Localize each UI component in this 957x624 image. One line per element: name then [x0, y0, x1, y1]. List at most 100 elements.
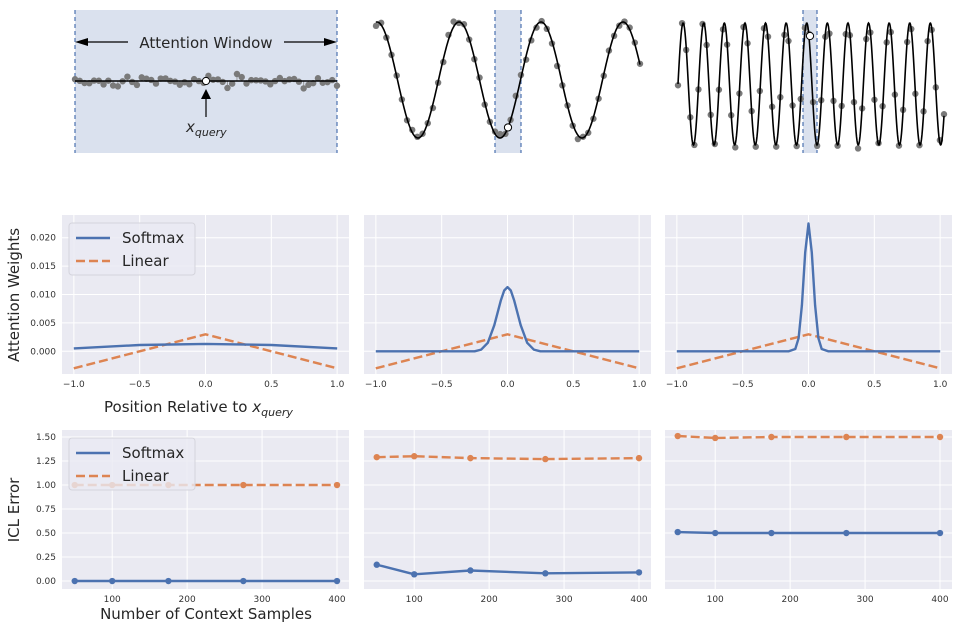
linear-point	[768, 433, 775, 441]
x-tick-label: −1.0	[666, 380, 688, 390]
attention-weights-row: −1.0 −0.5 0.0 0.5 1.0 0.000 0.005 0.010 0.015 0.0…	[30, 215, 952, 390]
x-tick-label: 300	[856, 595, 873, 605]
linear-line	[375, 333, 640, 370]
y-tick-label: 0.50	[36, 529, 56, 539]
linear-point	[674, 432, 681, 440]
softmax-point	[333, 577, 341, 585]
linear-point	[240, 481, 247, 489]
x-tick-label: 0.5	[566, 380, 580, 390]
x-tick-label: 300	[253, 595, 270, 605]
legend: Softmax Linear	[68, 437, 196, 491]
y-axis-label-attention: Attention Weights	[5, 228, 23, 362]
flat-signal-sample-point	[109, 82, 117, 89]
softmax-point	[843, 529, 850, 537]
query-point-right	[805, 31, 815, 41]
flat-signal-sample-point	[152, 80, 160, 87]
y-tick-label: 0.005	[30, 319, 56, 329]
x-tick-label: −0.5	[732, 380, 754, 390]
x-tick-label: 100	[104, 595, 121, 605]
y-tick-label: 0.015	[30, 262, 56, 272]
y-tick-label: 1.00	[36, 481, 56, 491]
x-tick-label: 300	[555, 595, 572, 605]
icl-error-panel: 100 200 300 400	[665, 430, 952, 605]
fast-sine-sample-point	[674, 82, 682, 89]
x-tick-label: 1.0	[933, 380, 948, 390]
linear-line	[676, 333, 941, 370]
flat-signal-sample-point	[157, 75, 164, 82]
flat-signal-sample-point	[186, 81, 193, 88]
x-tick-label: −0.5	[431, 380, 453, 390]
fast-sine-sample-point	[752, 143, 759, 150]
legend-box	[68, 222, 196, 276]
y-tick-label: 1.25	[36, 457, 56, 467]
query-label: xquery	[185, 118, 227, 139]
y-tick-label: 0.00	[36, 577, 56, 587]
legend: Softmax Linear	[68, 222, 196, 276]
linear-point	[467, 454, 474, 462]
softmax-line	[73, 342, 338, 350]
x-tick-label: −1.0	[365, 380, 387, 390]
fast-sine-sample-point	[773, 143, 780, 150]
softmax-point	[674, 528, 681, 536]
x-axis-label-sub: query	[261, 406, 293, 419]
x-tick-label: 1.0	[330, 380, 345, 390]
top-row-illustrations	[71, 10, 948, 153]
query-arrowhead	[201, 89, 211, 99]
query-var: x	[185, 118, 195, 136]
legend-linear-label: Linear	[122, 467, 169, 485]
y-tick-label: 1.50	[36, 433, 56, 443]
linear-line	[73, 333, 338, 370]
softmax-point	[411, 571, 418, 578]
fast-sine-curve	[677, 21, 945, 147]
query-subscript: query	[195, 126, 227, 139]
x-tick-label: 200	[481, 595, 498, 605]
x-tick-label: 0.5	[867, 380, 881, 390]
softmax-point	[712, 529, 719, 537]
x-tick-label: 0.0	[198, 380, 213, 390]
legend-box	[68, 437, 196, 491]
slow-sine-sample-point	[497, 130, 504, 138]
window-arrowhead-right	[324, 38, 337, 46]
flat-signal-sample-point	[333, 82, 341, 89]
softmax-point	[373, 561, 380, 568]
softmax-point	[240, 577, 247, 585]
query-point	[201, 76, 211, 86]
softmax-point	[109, 577, 116, 585]
query-point-mid	[503, 123, 513, 132]
softmax-point	[165, 577, 172, 585]
linear-point	[712, 434, 719, 442]
legend-linear-label: Linear	[122, 252, 169, 270]
softmax-point	[542, 570, 549, 577]
x-tick-label: 200	[782, 595, 799, 605]
y-tick-label: 0.25	[36, 553, 56, 563]
slow-sine-sample-point	[455, 19, 463, 27]
flat-signal-sample-point	[176, 81, 183, 88]
x-tick-label: 0.0	[500, 380, 515, 390]
flat-signal-sample-point	[219, 78, 226, 86]
linear-point	[635, 454, 643, 462]
slow-sine-sample-point	[460, 21, 468, 28]
flat-signal-sample-point	[229, 80, 236, 87]
flat-signal-sample-point	[267, 81, 274, 88]
attention-weights-panel: −1.0 −0.5 0.0 0.5 1.0	[364, 215, 651, 390]
icl-error-panel: 100 200 300 400 0.00 0.25 0.50 0.75 1.00 1.25 1.50…	[36, 430, 349, 605]
fast-sine-sample-point	[940, 111, 948, 118]
slow-sine-sample-point	[372, 22, 380, 30]
linear-point	[333, 481, 341, 489]
flat-signal-sample-point	[233, 70, 241, 78]
linear-point	[411, 453, 418, 460]
softmax-point	[635, 569, 643, 576]
flat-signal-sample-point	[133, 81, 141, 89]
flat-signal-sample-point	[300, 85, 307, 92]
softmax-point	[936, 529, 944, 537]
icl-error-panel: 100 200 300 400	[364, 430, 651, 605]
x-tick-label: −0.5	[129, 380, 151, 390]
icl-error-row: 100 200 300 400 0.00 0.25 0.50 0.75 1.00 1.25 1.50…	[36, 430, 952, 605]
x-tick-label: −1.0	[63, 380, 85, 390]
x-tick-label: 1.0	[632, 380, 647, 390]
flat-signal-sample-point	[238, 73, 245, 81]
flat-signal-sample-point	[162, 75, 169, 82]
linear-point	[373, 453, 380, 461]
x-tick-label: 0.0	[801, 380, 816, 390]
